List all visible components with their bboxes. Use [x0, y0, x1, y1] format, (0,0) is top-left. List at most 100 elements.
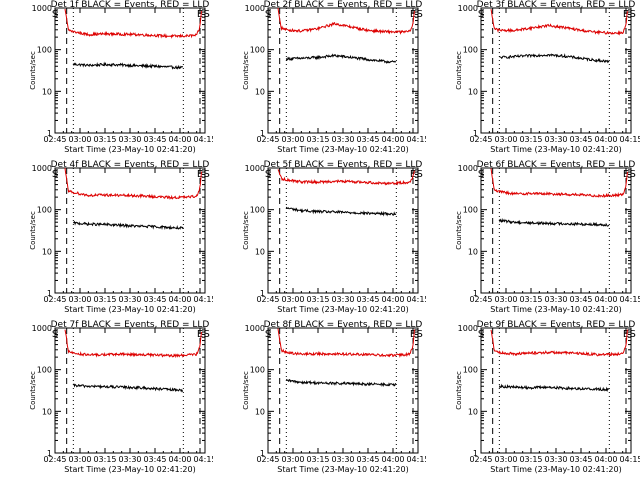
x-tick-label: 04:00: [168, 295, 191, 304]
chart-title: Det 7f BLACK = Events, RED = LLD: [51, 320, 210, 330]
x-tick-label: 04:00: [594, 135, 617, 144]
y-tick-label: 100: [463, 206, 478, 215]
plot-frame: [267, 7, 419, 134]
y-axis-label: Counts/sec: [29, 371, 37, 410]
series-line-events: [498, 383, 610, 393]
panel-det-6f: Det 6f BLACK = Events, RED = LLD 1 10 100 10…: [455, 160, 640, 314]
series-line-lld: [64, 8, 202, 39]
series-line-events: [73, 383, 184, 393]
y-tick-label: 1: [47, 289, 52, 298]
x-tick-label: 02:45: [469, 295, 492, 304]
x-tick-label: 03:30: [331, 135, 354, 144]
y-tick-label: 10: [42, 407, 52, 416]
plot-frame: [480, 167, 632, 294]
marker-s: S: [265, 329, 271, 340]
y-tick-label: 100: [250, 206, 265, 215]
x-tick-label: 03:15: [306, 455, 329, 464]
y-tick-label: 1: [47, 129, 52, 138]
x-tick-label: 03:00: [68, 135, 91, 144]
x-tick-label: 04:00: [381, 295, 404, 304]
x-tick-label: 03:00: [494, 455, 517, 464]
marker-e: E: [197, 169, 203, 180]
y-tick-label: 100: [37, 46, 52, 55]
x-tick-label: 03:45: [143, 135, 166, 144]
marker-s: S: [629, 9, 635, 20]
x-tick-label: 03:15: [519, 135, 542, 144]
y-axis-label: Counts/sec: [455, 211, 463, 250]
y-tick-label: 1000: [245, 4, 265, 13]
x-tick-label: 04:00: [381, 135, 404, 144]
marker-s: S: [52, 9, 58, 20]
x-tick-label: 02:45: [256, 135, 279, 144]
x-tick-label: 03:30: [118, 135, 141, 144]
marker-s: S: [416, 169, 422, 180]
y-axis-label: Counts/sec: [455, 51, 463, 90]
series-line-lld: [277, 169, 415, 186]
x-tick-label: 02:45: [469, 135, 492, 144]
x-tick-label: 04:15: [193, 135, 213, 144]
y-tick-label: 100: [250, 366, 265, 375]
x-tick-label: 03:45: [143, 295, 166, 304]
y-tick-label: 10: [42, 87, 52, 96]
y-tick-label: 100: [37, 366, 52, 375]
x-tick-label: 04:15: [406, 295, 426, 304]
panel-det-1f: Det 1f BLACK = Events, RED = LLD 1 10 100 10…: [29, 0, 213, 154]
x-tick-label: 04:15: [406, 455, 426, 464]
plot-frame: [480, 327, 632, 454]
plot-frame: [267, 167, 419, 294]
series-line-events: [72, 220, 184, 231]
marker-s: S: [203, 329, 209, 340]
x-tick-label: 03:00: [281, 295, 304, 304]
y-tick-label: 1: [473, 289, 478, 298]
x-tick-label: 03:45: [569, 455, 592, 464]
y-axis-label: Counts/sec: [29, 51, 37, 90]
y-tick-label: 1: [260, 289, 265, 298]
chart-title: Det 9f BLACK = Events, RED = LLD: [477, 320, 636, 330]
x-tick-label: 03:00: [281, 455, 304, 464]
x-tick-label: 04:15: [619, 135, 640, 144]
panel-det-3f: Det 3f BLACK = Events, RED = LLD 1 10 100 10…: [455, 0, 640, 154]
x-tick-label: 03:00: [494, 135, 517, 144]
y-tick-label: 1000: [245, 324, 265, 333]
x-tick-label: 03:15: [93, 135, 116, 144]
panel-det-4f: Det 4f BLACK = Events, RED = LLD 1 10 100 10…: [29, 160, 213, 314]
y-tick-label: 10: [255, 247, 265, 256]
x-tick-label: 03:45: [143, 455, 166, 464]
x-tick-label: 03:45: [356, 135, 379, 144]
y-tick-label: 1000: [245, 164, 265, 173]
chart-title: Det 4f BLACK = Events, RED = LLD: [51, 160, 210, 170]
series-line-lld: [490, 329, 628, 357]
x-tick-label: 02:45: [43, 135, 66, 144]
series-line-lld: [64, 168, 202, 200]
x-tick-label: 03:00: [68, 295, 91, 304]
chart-title: Det 5f BLACK = Events, RED = LLD: [264, 160, 423, 170]
series-line-events: [285, 53, 397, 64]
x-axis-label: Start Time (23-May-10 02:41:20): [490, 145, 621, 154]
y-tick-label: 1000: [32, 4, 52, 13]
panel-det-7f: Det 7f BLACK = Events, RED = LLD 1 10 100 10…: [29, 320, 213, 474]
x-tick-label: 03:15: [306, 295, 329, 304]
x-axis-label: Start Time (23-May-10 02:41:20): [277, 145, 408, 154]
x-tick-label: 03:30: [331, 455, 354, 464]
marker-s: S: [416, 329, 422, 340]
marker-e: E: [623, 329, 629, 340]
y-tick-label: 100: [463, 366, 478, 375]
y-tick-label: 1000: [32, 164, 52, 173]
x-tick-label: 03:30: [331, 295, 354, 304]
x-tick-label: 03:00: [68, 455, 91, 464]
marker-s: S: [478, 169, 484, 180]
y-tick-label: 10: [255, 87, 265, 96]
chart-title: Det 3f BLACK = Events, RED = LLD: [477, 0, 636, 10]
x-tick-label: 03:15: [306, 135, 329, 144]
series-line-lld: [64, 329, 202, 359]
x-tick-label: 03:15: [93, 295, 116, 304]
marker-s: S: [265, 169, 271, 180]
y-axis-label: Counts/sec: [455, 371, 463, 410]
x-tick-label: 04:00: [594, 295, 617, 304]
y-axis-label: Counts/sec: [242, 371, 250, 410]
series-line-events: [72, 61, 184, 70]
panel-det-8f: Det 8f BLACK = Events, RED = LLD 1 10 100 10…: [242, 320, 426, 474]
x-tick-label: 02:45: [256, 455, 279, 464]
x-tick-label: 03:15: [519, 455, 542, 464]
x-tick-label: 04:15: [619, 455, 640, 464]
